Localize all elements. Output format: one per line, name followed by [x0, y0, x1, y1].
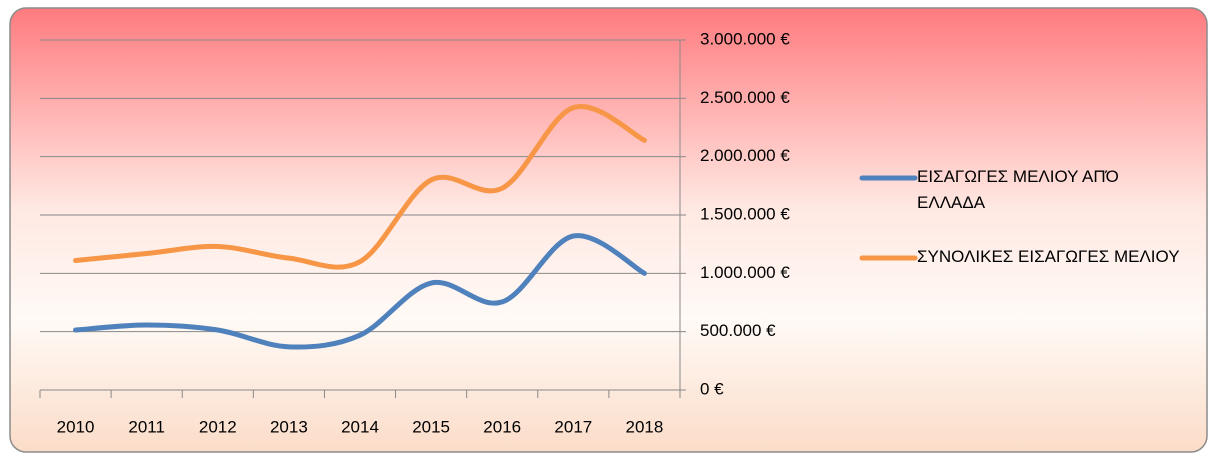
x-tick-label: 2016 [483, 417, 521, 436]
x-tick-label: 2015 [412, 417, 450, 436]
x-tick-label: 2011 [128, 417, 165, 436]
x-tick-label: 2017 [554, 417, 592, 436]
x-tick-label: 2014 [341, 417, 379, 436]
y-tick-label: 2.500.000 € [700, 88, 790, 107]
x-tick-label: 2010 [57, 417, 95, 436]
line [73, 104, 647, 270]
y-tick-label: 2.000.000 € [700, 146, 790, 165]
x-tick-label: 2018 [626, 417, 664, 436]
y-tick-label: 0 € [700, 379, 724, 398]
y-tick-label: 500.000 € [700, 321, 776, 340]
y-tick-label: 1.500.000 € [700, 204, 790, 223]
chart-background [9, 7, 1208, 453]
x-tick-label: 2013 [270, 417, 308, 436]
x-tick-label: 2012 [199, 417, 237, 436]
line [73, 233, 647, 350]
y-tick-label: 3.000.000 € [700, 29, 790, 48]
y-tick-label: 1.000.000 € [700, 263, 790, 282]
legend-label: ΣΥΝΟΛΙΚΕΣ ΕΙΣΑΓΩΓΕΣ ΜΕΛΙΟΥ [917, 247, 1180, 266]
legend-label: ΕΙΣΑΓΩΓΕΣ ΜΕΛΙΟΥ ΑΠΌ ΕΛΛΑΔΑ [917, 167, 1119, 212]
